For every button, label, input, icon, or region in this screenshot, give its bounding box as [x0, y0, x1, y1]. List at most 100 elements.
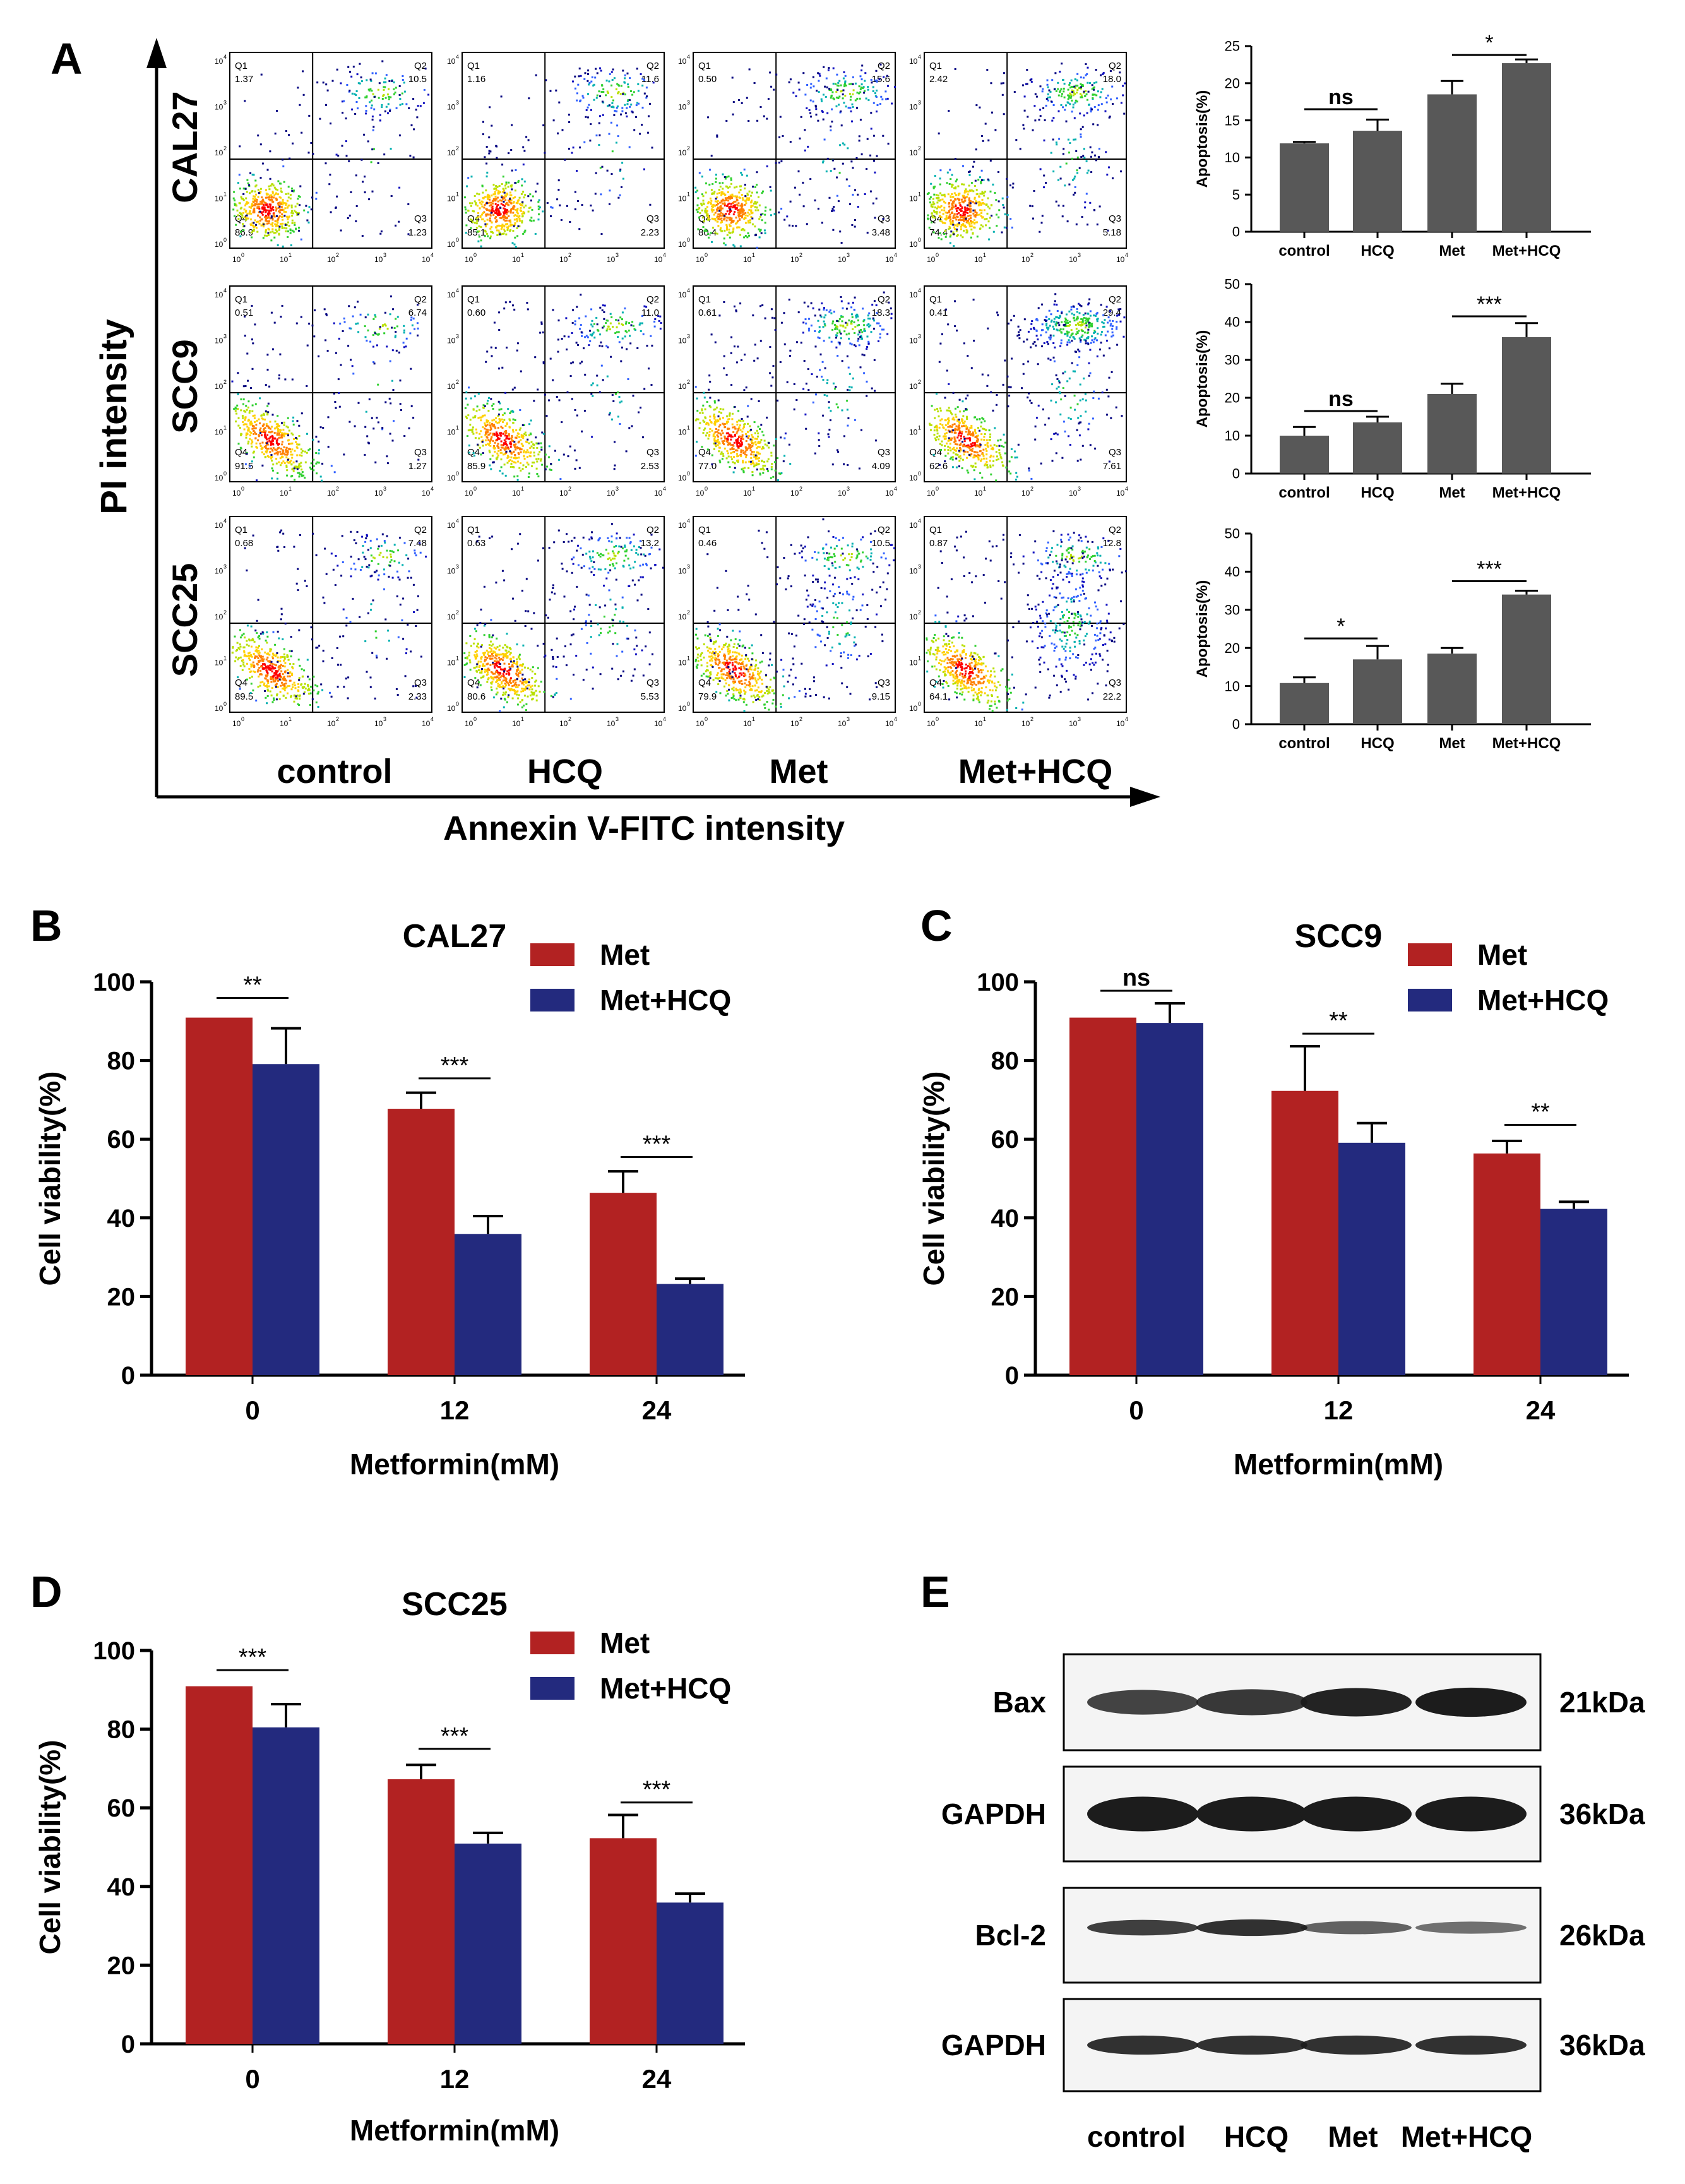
quadrant-q1-value: 0.51: [235, 307, 253, 318]
flow-event-dot: [758, 452, 760, 455]
flow-event-dot: [509, 219, 511, 222]
flow-event-dot: [1087, 224, 1089, 226]
flow-event-dot: [259, 397, 261, 400]
flow-y-tick-exp: 2: [687, 379, 690, 385]
flow-event-dot: [955, 208, 958, 210]
flow-event-dot: [843, 83, 846, 86]
flow-event-dot: [371, 116, 374, 117]
flow-event-dot: [847, 463, 849, 466]
flow-event-dot: [550, 469, 552, 471]
flow-event-dot: [508, 181, 510, 184]
flow-event-dot: [1092, 123, 1095, 126]
flow-event-dot: [542, 433, 545, 435]
flow-event-dot: [952, 196, 955, 198]
flow-event-dot: [486, 350, 489, 353]
flow-event-dot: [483, 206, 485, 209]
flow-event-dot: [523, 433, 526, 435]
flow-event-dot: [843, 435, 845, 438]
flow-event-dot: [307, 211, 309, 213]
flow-event-dot: [516, 235, 519, 237]
flow-event-dot: [586, 336, 589, 338]
flow-event-dot: [707, 216, 710, 218]
flow-event-dot: [403, 346, 405, 349]
flow-event-dot: [378, 328, 381, 330]
flow-event-dot: [838, 342, 841, 344]
flow-y-tick-exp: 1: [223, 425, 227, 431]
flow-event-dot: [249, 210, 251, 212]
flow-event-dot: [485, 421, 488, 422]
flow-event-dot: [393, 81, 395, 83]
flow-event-dot: [722, 215, 724, 217]
flow-event-dot: [847, 388, 849, 391]
flow-event-dot: [520, 448, 523, 451]
flow-event-dot: [569, 221, 571, 223]
flow-event-dot: [725, 119, 728, 122]
flow-event-dot: [348, 90, 351, 92]
flow-event-dot: [508, 434, 510, 436]
flow-event-dot: [580, 324, 582, 326]
flow-event-dot: [960, 228, 962, 230]
flow-event-dot: [503, 196, 506, 199]
flow-event-dot: [1021, 84, 1024, 87]
flow-event-dot: [714, 436, 717, 438]
flow-event-dot: [794, 186, 796, 189]
flow-event-dot: [492, 433, 494, 435]
flow-event-dot: [242, 193, 245, 195]
flow-event-dot: [520, 204, 522, 206]
flow-event-dot: [955, 180, 957, 182]
flow-event-dot: [778, 212, 780, 213]
flow-event-dot: [846, 409, 848, 411]
flow-event-dot: [1085, 160, 1088, 162]
flow-event-dot: [480, 226, 482, 229]
flow-event-dot: [521, 184, 523, 187]
flow-event-dot: [383, 86, 385, 88]
flow-event-dot: [630, 104, 633, 106]
flow-event-dot: [384, 86, 386, 88]
flow-event-dot: [254, 431, 256, 434]
flow-event-dot: [495, 216, 497, 218]
flow-y-tick-exp: 0: [456, 237, 459, 243]
flow-event-dot: [481, 441, 484, 443]
flow-event-dot: [848, 337, 850, 340]
flow-event-dot: [1111, 85, 1114, 88]
flow-event-dot: [817, 208, 819, 210]
flow-event-dot: [951, 174, 953, 176]
flow-event-dot: [271, 460, 273, 462]
flow-event-dot: [618, 396, 621, 398]
flow-event-dot: [979, 213, 981, 216]
flow-event-dot: [261, 417, 263, 420]
flow-event-dot: [716, 135, 718, 138]
flow-event-dot: [502, 204, 504, 206]
flow-event-dot: [814, 104, 817, 107]
flow-event-dot: [485, 146, 488, 148]
flow-event-dot: [476, 230, 479, 233]
flow-event-dot: [292, 420, 294, 422]
flow-event-dot: [600, 364, 603, 367]
flow-event-dot: [960, 224, 963, 226]
flow-event-dot: [486, 218, 489, 221]
flow-event-dot: [742, 460, 744, 462]
flow-event-dot: [1050, 100, 1052, 103]
flow-event-dot: [728, 229, 730, 231]
flow-event-dot: [473, 200, 476, 203]
flow-event-dot: [490, 428, 492, 430]
flow-event-dot: [379, 326, 381, 328]
flow-event-dot: [848, 319, 850, 321]
flow-event-dot: [714, 408, 717, 410]
flow-event-dot: [812, 307, 814, 309]
flow-event-dot: [499, 434, 502, 436]
flow-event-dot: [484, 225, 487, 228]
flow-event-dot: [283, 421, 285, 424]
flow-event-dot: [732, 471, 735, 474]
flow-event-dot: [379, 114, 381, 116]
flow-event-dot: [734, 305, 735, 307]
flow-event-dot: [266, 222, 268, 225]
flow-event-dot: [927, 218, 929, 220]
flow-event-dot: [815, 105, 817, 108]
flow-event-dot: [518, 448, 521, 451]
flow-event-dot: [590, 205, 592, 206]
flow-event-dot: [965, 226, 967, 229]
flow-event-dot: [478, 236, 480, 238]
flow-event-dot: [299, 454, 301, 456]
flow-event-dot: [513, 225, 515, 227]
